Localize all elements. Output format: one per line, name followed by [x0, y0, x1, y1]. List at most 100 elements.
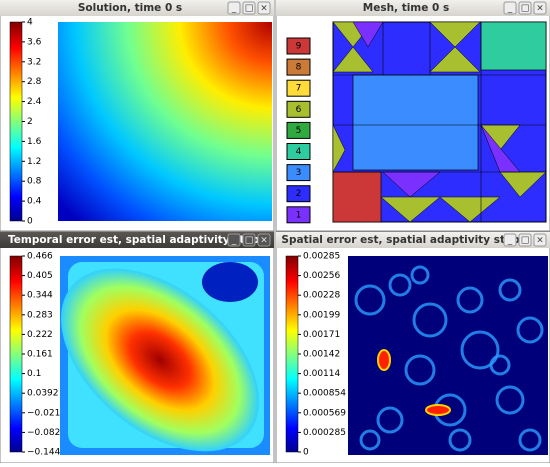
legend-label: 8 — [296, 63, 302, 73]
colorbar-label: 2.8 — [27, 77, 42, 87]
window-button-max[interactable] — [242, 233, 256, 247]
colorbar-label: 0.344 — [27, 291, 53, 301]
window-button-min[interactable] — [227, 1, 241, 15]
spatial-ring — [495, 385, 525, 415]
title-bar — [0, 232, 274, 248]
window-button-min[interactable] — [503, 233, 517, 247]
spatial-ring — [388, 273, 412, 297]
colorbar — [9, 21, 23, 222]
window-button-max-icon: □ — [245, 4, 254, 14]
window-button-max[interactable] — [518, 233, 532, 247]
colorbar-label: 0.00228 — [303, 291, 340, 301]
title-bar — [276, 232, 550, 248]
colorbar-label: 0 — [27, 217, 33, 227]
spatial-ring — [412, 302, 448, 338]
legend-swatch — [286, 100, 311, 118]
window-title: Solution, time 0 s — [78, 2, 182, 14]
spatial-ring — [456, 286, 484, 314]
colorbar-label: 4 — [27, 18, 33, 28]
colorbar-label: 0.466 — [27, 252, 53, 262]
mesh-block — [480, 21, 547, 71]
spatial-ring — [489, 354, 511, 376]
window-button-close[interactable] — [257, 233, 271, 247]
colorbar-label: 2.4 — [27, 97, 42, 107]
legend-label: 6 — [296, 105, 302, 115]
window-button-close[interactable] — [257, 1, 271, 15]
legend-label: 3 — [296, 168, 302, 178]
colorbar-label: 0.161 — [27, 350, 53, 360]
legend-swatch — [286, 164, 311, 182]
legend-label: 5 — [296, 126, 302, 136]
spatial-ring — [359, 429, 381, 451]
window-button-close[interactable] — [533, 233, 547, 247]
mesh-triangle — [429, 46, 481, 73]
mesh-block — [352, 74, 479, 171]
legend-swatch — [286, 121, 311, 139]
colorbar-label: −0.0827 — [27, 428, 66, 438]
colorbar-label: 0.0392 — [27, 389, 59, 399]
window-button-min[interactable] — [503, 1, 517, 15]
legend-swatch — [286, 185, 311, 203]
colorbar-label: 0.00171 — [303, 330, 340, 340]
legend-label: 2 — [296, 189, 302, 199]
spatial-peak — [377, 349, 391, 371]
window-button-max-icon: □ — [521, 236, 530, 246]
solution-plot — [58, 22, 272, 221]
window-title: Mesh, time 0 s — [363, 2, 450, 14]
legend-swatch — [286, 37, 311, 55]
window-button-min-icon: _ — [507, 4, 513, 14]
colorbar-label: 0.4 — [27, 197, 42, 207]
colorbar-label: 0.405 — [27, 271, 53, 281]
window-button-max[interactable] — [518, 1, 532, 15]
legend-label: 1 — [296, 210, 302, 220]
colorbar-label: 3.6 — [27, 37, 42, 47]
window-button-min-icon: _ — [231, 236, 237, 246]
colorbar-label: 0.000569 — [303, 408, 346, 418]
colorbar-label: 1.6 — [27, 137, 42, 147]
window-button-close[interactable] — [533, 1, 547, 15]
spatial-ring — [518, 428, 542, 452]
spatial-ring — [354, 284, 386, 316]
spatial-ring — [516, 316, 544, 344]
temporal-blob — [61, 268, 259, 452]
colorbar-label: 0.8 — [27, 177, 42, 187]
colorbar-label: 0.283 — [27, 310, 53, 320]
window-button-min[interactable] — [227, 233, 241, 247]
spatial-peak — [425, 404, 451, 416]
colorbar-label: 0.222 — [27, 330, 53, 340]
colorbar-label: 0.00256 — [303, 271, 340, 281]
window-button-close-icon: × — [260, 4, 268, 14]
mesh-triangle — [332, 124, 346, 173]
window-button-max-icon: □ — [521, 4, 530, 14]
colorbar-label: 1.2 — [27, 157, 41, 167]
spatial-ring — [448, 428, 472, 452]
window-button-close-icon: × — [536, 4, 544, 14]
mesh-triangle — [429, 21, 481, 48]
window-title: Temporal error est, spatial adaptivity s… — [8, 234, 270, 246]
spatial-ring — [498, 278, 522, 302]
window-button-min-icon: _ — [231, 4, 237, 14]
legend-swatch — [286, 206, 311, 224]
colorbar-label: 0.00114 — [303, 369, 340, 379]
colorbar-label: 0.00142 — [303, 350, 340, 360]
mesh-triangle — [439, 196, 501, 223]
mesh-triangle — [352, 21, 384, 48]
window-button-close-icon: × — [536, 236, 544, 246]
mesh-block — [332, 171, 382, 223]
legend-label: 4 — [296, 147, 302, 157]
title-bar — [276, 0, 550, 16]
window-button-max[interactable] — [242, 1, 256, 15]
spatial-ring — [410, 265, 430, 285]
colorbar-label: 0 — [303, 448, 309, 458]
spatial-ring — [404, 354, 436, 386]
colorbar-label: 0.00199 — [303, 310, 340, 320]
legend-swatch — [286, 143, 311, 160]
colorbar — [285, 255, 299, 453]
colorbar-label: 2 — [27, 117, 33, 127]
window-title: Spatial error est, spatial adaptivity st… — [281, 234, 530, 246]
colorbar-label: 3.2 — [27, 57, 41, 67]
window-button-min-icon: _ — [507, 236, 513, 246]
mesh-triangle — [380, 196, 441, 223]
window-button-max-icon: □ — [245, 236, 254, 246]
